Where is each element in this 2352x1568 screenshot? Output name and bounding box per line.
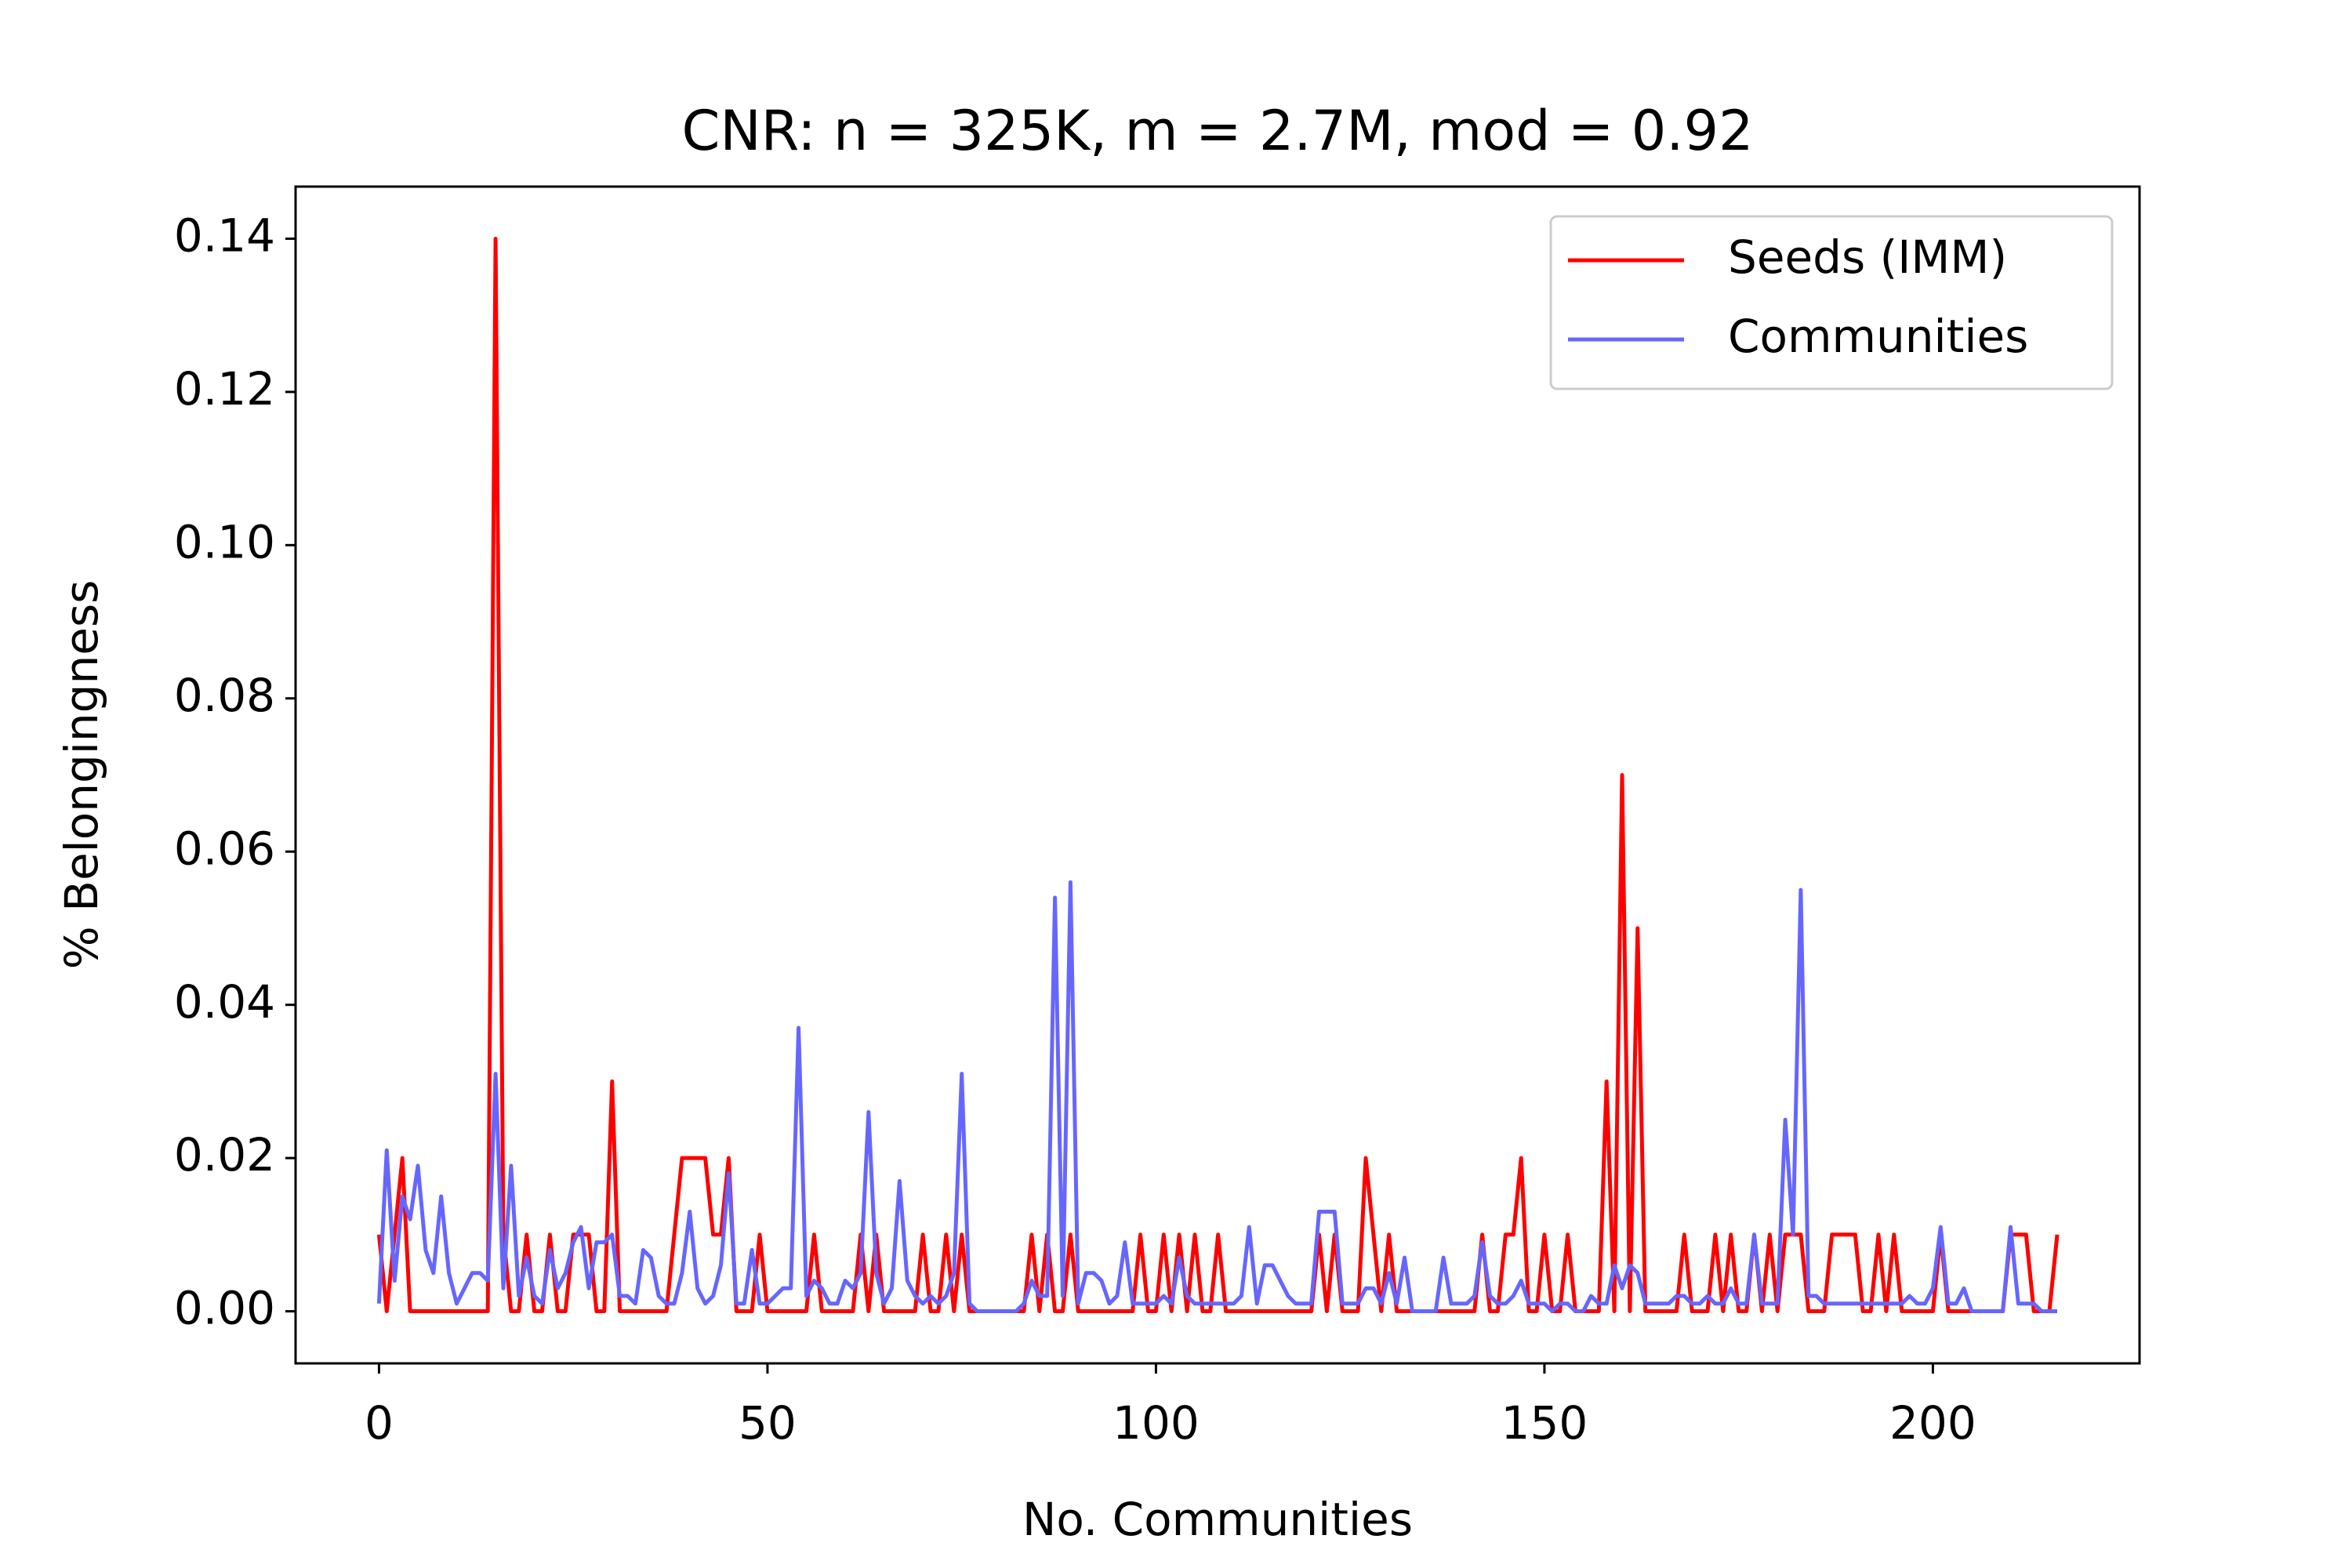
x-axis-label: No. Communities (1022, 1493, 1413, 1546)
y-tick-label: 0.02 (174, 1128, 275, 1181)
y-tick-label: 0.00 (174, 1282, 275, 1335)
line-series (376, 237, 2060, 1313)
x-tick-label: 50 (739, 1396, 797, 1450)
y-tick-label: 0.12 (174, 362, 275, 416)
legend-label: Seeds (IMM) (1728, 230, 2007, 284)
y-tick-label: 0.14 (174, 209, 275, 263)
y-tick-label: 0.08 (174, 669, 275, 722)
x-tick-label: 0 (365, 1396, 394, 1450)
y-tick-label: 0.04 (174, 975, 275, 1029)
y-tick-label: 0.10 (174, 515, 275, 568)
chart-title: CNR: n = 325K, m = 2.7M, mod = 0.92 (681, 99, 1753, 163)
legend-label: Communities (1728, 310, 2028, 363)
y-axis-label: % Belongingness (55, 580, 108, 970)
x-tick-label: 200 (1889, 1396, 1976, 1450)
plot-frame (294, 185, 2141, 1365)
x-tick-label: 100 (1112, 1396, 1200, 1450)
x-tick-label: 150 (1501, 1396, 1588, 1450)
y-tick-label: 0.06 (174, 822, 275, 875)
line-series (376, 880, 2057, 1313)
legend-box (1549, 215, 2114, 390)
